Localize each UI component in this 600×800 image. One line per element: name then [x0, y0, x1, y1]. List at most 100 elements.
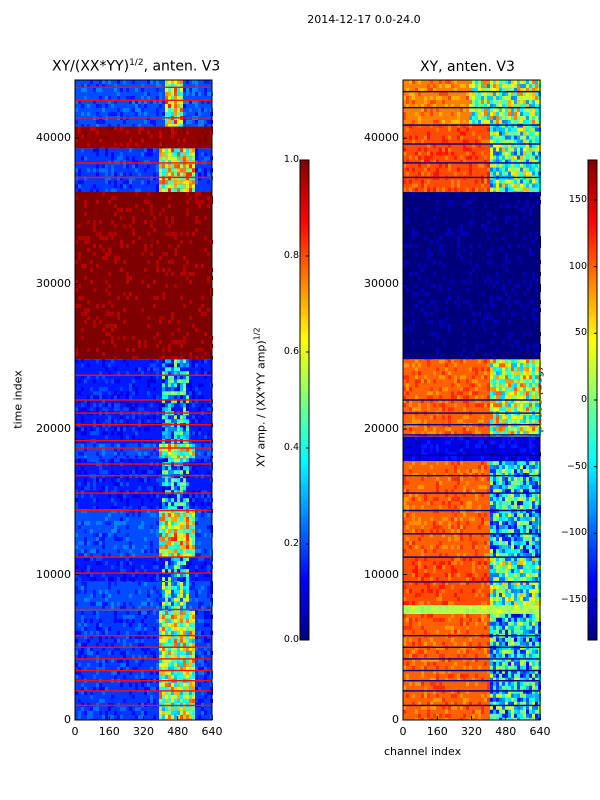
heatmap-cell: [514, 465, 517, 470]
heatmap-cell: [132, 391, 135, 396]
heatmap-cell: [448, 525, 451, 530]
heatmap-cell: [108, 419, 111, 424]
heatmap-cell: [496, 661, 499, 666]
heatmap-cell: [526, 669, 529, 674]
heatmap-cell: [174, 232, 177, 236]
heatmap-cell: [117, 670, 120, 675]
heatmap-cell: [487, 649, 490, 654]
heatmap-cell: [508, 625, 511, 630]
heatmap-cell: [499, 661, 502, 666]
heatmap-cell: [162, 549, 165, 554]
heatmap-cell: [412, 461, 415, 466]
heatmap-cell: [499, 685, 502, 690]
heatmap-cell: [132, 336, 135, 340]
heatmap-cell: [171, 180, 174, 185]
heatmap-cell: [159, 545, 162, 550]
heatmap-cell: [111, 565, 114, 570]
heatmap-cell: [165, 196, 168, 200]
heatmap-cell: [433, 569, 436, 574]
heatmap-cell: [192, 642, 195, 647]
heatmap-cell: [421, 601, 424, 606]
heatmap-cell: [177, 328, 180, 332]
heatmap-cell: [105, 589, 108, 594]
heatmap-cell: [120, 521, 123, 526]
heatmap-cell: [421, 485, 424, 490]
heatmap-cell: [445, 517, 448, 522]
heatmap-cell: [84, 447, 87, 452]
heatmap-cell: [189, 88, 192, 92]
heatmap-cell: [508, 521, 511, 526]
heatmap-cell: [183, 658, 186, 663]
heatmap-cell: [108, 585, 111, 590]
heatmap-cell: [186, 232, 189, 236]
heatmap-cell: [508, 649, 511, 654]
heatmap-cell: [120, 662, 123, 667]
heatmap-cell: [156, 296, 159, 300]
heatmap-cell: [99, 626, 102, 631]
heatmap-cell: [201, 458, 204, 463]
heatmap-cell: [93, 533, 96, 538]
heatmap-cell: [180, 470, 183, 475]
heatmap-cell: [105, 403, 108, 408]
heatmap-cell: [523, 657, 526, 662]
heatmap-cell: [529, 569, 532, 574]
heatmap-cell: [526, 469, 529, 474]
heatmap-cell: [138, 100, 141, 104]
heatmap-cell: [108, 494, 111, 499]
heatmap-cell: [165, 164, 168, 169]
heatmap-cell: [183, 375, 186, 380]
heatmap-cell: [141, 280, 144, 284]
heatmap-cell: [204, 359, 207, 364]
heatmap-cell: [532, 717, 535, 720]
heatmap-cell: [183, 690, 186, 695]
heatmap-cell: [117, 146, 120, 149]
heatmap-row-stripe: [75, 658, 212, 660]
heatmap-cell: [135, 375, 138, 380]
heatmap-cell: [171, 443, 174, 448]
heatmap-cell: [520, 521, 523, 526]
heatmap-cell: [499, 525, 502, 530]
heatmap-cell: [198, 670, 201, 675]
heatmap-cell: [198, 316, 201, 320]
heatmap-cell: [421, 529, 424, 534]
heatmap-cell: [90, 458, 93, 463]
heatmap-cell: [490, 625, 493, 630]
heatmap-cell: [156, 443, 159, 448]
heatmap-cell: [424, 717, 427, 720]
heatmap-cell: [174, 577, 177, 582]
heatmap-cell: [105, 490, 108, 495]
heatmap-cell: [129, 356, 132, 360]
heatmap-cell: [487, 489, 490, 494]
heatmap-cell: [144, 506, 147, 510]
heatmap-cell: [180, 545, 183, 550]
heatmap-cell: [201, 356, 204, 360]
heatmap-cell: [159, 506, 162, 510]
heatmap-cell: [523, 637, 526, 642]
heatmap-cell: [433, 581, 436, 586]
heatmap-cell: [168, 569, 171, 574]
heatmap-cell: [529, 465, 532, 470]
heatmap-cell: [99, 521, 102, 526]
heatmap-cell: [496, 517, 499, 522]
heatmap-cell: [123, 521, 126, 526]
heatmap-cell: [475, 673, 478, 678]
heatmap-cell: [490, 497, 493, 502]
heatmap-cell: [147, 443, 150, 448]
heatmap-cell: [505, 677, 508, 682]
heatmap-cell: [165, 597, 168, 602]
heatmap-cell: [153, 415, 156, 420]
heatmap-cell: [204, 694, 207, 699]
heatmap-cell: [84, 589, 87, 594]
heatmap-cell: [114, 710, 117, 715]
heatmap-cell: [162, 383, 165, 388]
heatmap-cell: [159, 164, 162, 169]
heatmap-cell: [162, 686, 165, 691]
heatmap-cell: [180, 280, 183, 284]
heatmap-cell: [171, 340, 174, 344]
heatmap-cell: [532, 521, 535, 526]
heatmap-cell: [180, 549, 183, 554]
heatmap-cell: [424, 693, 427, 698]
heatmap-cell: [78, 130, 81, 135]
heatmap-cell: [189, 666, 192, 671]
heatmap-cell: [141, 296, 144, 300]
